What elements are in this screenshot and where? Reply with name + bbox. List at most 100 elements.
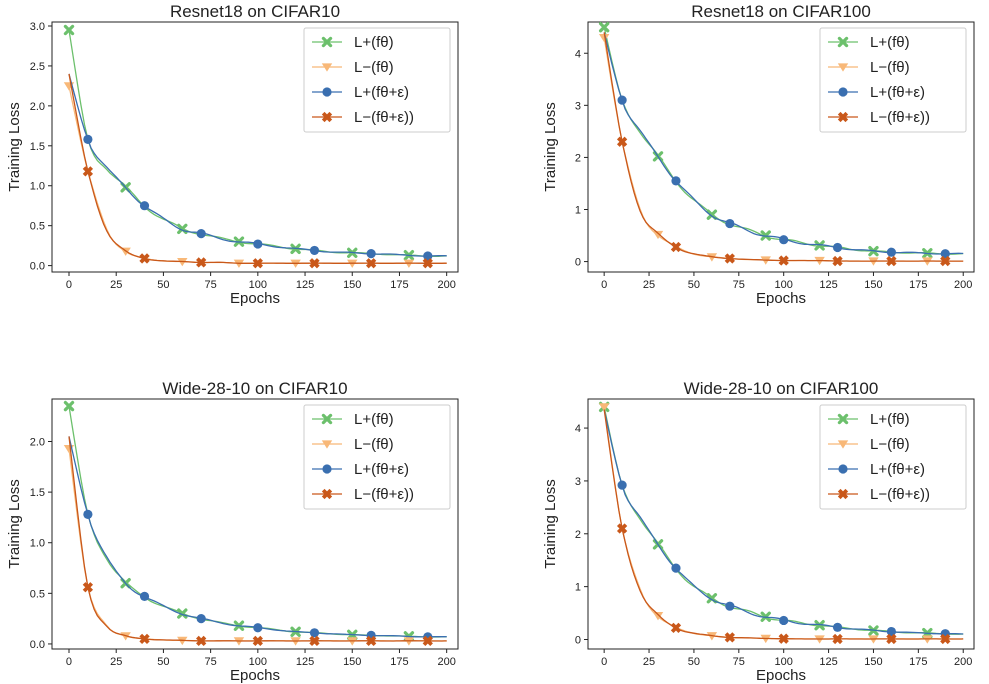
plot-area bbox=[598, 401, 964, 645]
y-axis-label: Training Loss bbox=[542, 479, 559, 569]
legend-marker bbox=[321, 36, 333, 48]
chart-title: Wide-28-10 on CIFAR10 bbox=[162, 379, 347, 398]
data-point bbox=[886, 633, 897, 645]
data-point bbox=[309, 258, 320, 269]
x-tick-label: 50 bbox=[688, 656, 700, 668]
chart-panel: Resnet18 on CIFAR10 0 25 50 75 100 125 150 175 20… bbox=[6, 2, 459, 307]
legend-marker bbox=[837, 63, 849, 72]
y-tick-label: 1 bbox=[575, 205, 581, 217]
x-tick-label: 175 bbox=[909, 656, 927, 668]
x-tick-label: 0 bbox=[601, 279, 607, 291]
y-tick-label: 1 bbox=[575, 582, 581, 594]
legend-frame bbox=[303, 27, 451, 133]
legend-label: L−(fθ+ε)) bbox=[870, 486, 930, 503]
plot-frame bbox=[51, 21, 459, 273]
y-tick-label: 0.0 bbox=[30, 261, 45, 273]
x-tick-label: 75 bbox=[204, 656, 216, 668]
data-point bbox=[196, 257, 207, 268]
legend-marker bbox=[837, 440, 849, 449]
data-point bbox=[724, 632, 735, 643]
y-tick-label: 1.0 bbox=[30, 181, 45, 193]
legend-marker bbox=[837, 36, 849, 48]
y-tick-label: 3.0 bbox=[30, 21, 45, 33]
data-point bbox=[177, 608, 188, 619]
legend-label: L+(fθ) bbox=[870, 411, 910, 428]
legend-marker bbox=[321, 63, 333, 72]
legend-label: L+(fθ+ε) bbox=[870, 84, 925, 101]
data-point bbox=[779, 615, 789, 626]
x-tick-label: 50 bbox=[688, 279, 700, 291]
x-tick-label: 100 bbox=[249, 656, 267, 668]
legend-marker bbox=[321, 111, 333, 123]
legend-marker bbox=[837, 111, 849, 123]
data-point bbox=[652, 230, 664, 240]
data-point bbox=[196, 635, 207, 647]
x-tick-label: 75 bbox=[733, 656, 745, 668]
y-tick-label: 4 bbox=[575, 423, 581, 435]
legend: L+(fθ) L−(fθ) L+(fθ+ε) L−(fθ+ε)) bbox=[819, 404, 967, 510]
data-point bbox=[598, 22, 610, 33]
x-tick-label: 150 bbox=[864, 656, 882, 668]
x-tick-label: 100 bbox=[249, 279, 267, 291]
data-point bbox=[365, 258, 377, 269]
plot-area bbox=[598, 22, 964, 267]
y-tick-label: 4 bbox=[575, 48, 581, 60]
data-point bbox=[670, 241, 682, 253]
data-point bbox=[724, 253, 735, 264]
x-tick-label: 125 bbox=[296, 656, 314, 668]
data-point bbox=[252, 635, 263, 647]
data-point bbox=[63, 400, 75, 412]
legend-marker bbox=[321, 413, 333, 425]
data-point bbox=[139, 633, 150, 645]
plot-frame bbox=[587, 21, 975, 273]
data-point bbox=[886, 247, 897, 257]
x-tick-label: 175 bbox=[390, 656, 408, 668]
legend-marker bbox=[838, 87, 848, 97]
data-point bbox=[725, 601, 735, 611]
legend: L+(fθ) L−(fθ) L+(fθ+ε) L−(fθ+ε)) bbox=[303, 404, 451, 510]
y-axis-label: Training Loss bbox=[6, 479, 23, 569]
chart-title: Wide-28-10 on CIFAR100 bbox=[684, 379, 879, 398]
legend-marker bbox=[838, 464, 848, 474]
y-tick-label: 0 bbox=[575, 634, 581, 646]
y-tick-label: 2.0 bbox=[30, 437, 45, 449]
y-tick-label: 2 bbox=[575, 152, 581, 164]
x-axis-label: Epochs bbox=[756, 667, 806, 684]
plot-frame bbox=[587, 398, 975, 650]
legend-label: L+(fθ) bbox=[354, 34, 394, 51]
data-point bbox=[253, 623, 263, 633]
legend-marker bbox=[322, 87, 332, 97]
legend: L+(fθ) L−(fθ) L+(fθ+ε) L−(fθ+ε)) bbox=[819, 27, 967, 133]
data-point bbox=[82, 582, 94, 593]
x-tick-label: 125 bbox=[819, 279, 837, 291]
x-tick-label: 125 bbox=[296, 279, 314, 291]
data-point bbox=[196, 229, 206, 239]
legend-marker bbox=[321, 440, 333, 449]
data-point bbox=[779, 235, 789, 245]
y-tick-label: 1.5 bbox=[30, 141, 45, 153]
x-tick-label: 200 bbox=[437, 279, 455, 291]
y-tick-label: 2.5 bbox=[30, 61, 45, 73]
data-point bbox=[196, 614, 206, 624]
data-point bbox=[422, 635, 433, 647]
data-point bbox=[309, 245, 320, 256]
data-point bbox=[671, 176, 681, 186]
data-point bbox=[940, 255, 951, 267]
legend-frame bbox=[819, 404, 967, 510]
legend: L+(fθ) L−(fθ) L+(fθ+ε) L−(fθ+ε)) bbox=[303, 27, 451, 133]
y-tick-label: 3 bbox=[575, 476, 581, 488]
data-point bbox=[940, 633, 951, 645]
data-point bbox=[616, 523, 628, 534]
data-point bbox=[832, 255, 843, 267]
legend-marker bbox=[322, 464, 332, 474]
y-tick-label: 2 bbox=[575, 529, 581, 541]
y-tick-label: 0.5 bbox=[30, 588, 45, 600]
data-point bbox=[309, 628, 320, 638]
x-tick-label: 125 bbox=[819, 656, 837, 668]
y-tick-label: 3 bbox=[575, 100, 581, 112]
chart-panel: Wide-28-10 on CIFAR100 0 25 50 75 100 125 150 17… bbox=[542, 379, 975, 684]
y-axis-label: Training Loss bbox=[6, 102, 23, 192]
data-point bbox=[814, 620, 825, 631]
x-tick-label: 75 bbox=[204, 279, 216, 291]
data-point bbox=[422, 258, 433, 269]
